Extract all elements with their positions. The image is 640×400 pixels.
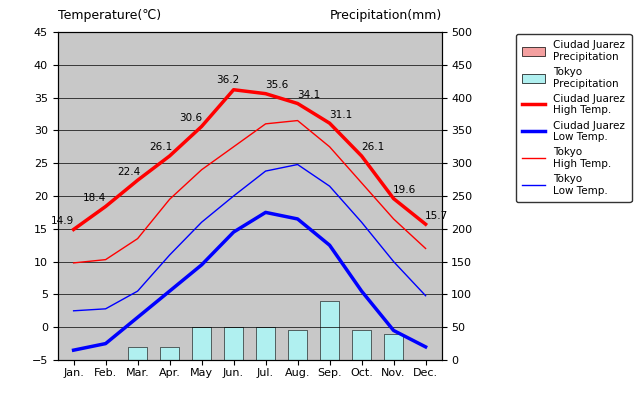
- Text: 36.2: 36.2: [216, 75, 239, 85]
- Bar: [421, 360, 430, 387]
- Text: Precipitation(mm): Precipitation(mm): [330, 9, 442, 22]
- Text: 14.9: 14.9: [51, 216, 74, 226]
- Text: 15.7: 15.7: [425, 211, 449, 221]
- Bar: [320, 301, 339, 360]
- Bar: [256, 327, 275, 360]
- Bar: [128, 347, 147, 360]
- Bar: [352, 330, 371, 360]
- Bar: [288, 330, 307, 360]
- Text: 18.4: 18.4: [83, 193, 106, 203]
- Text: 22.4: 22.4: [118, 167, 141, 177]
- Text: 34.1: 34.1: [297, 90, 321, 100]
- Bar: [64, 360, 83, 386]
- Text: 19.6: 19.6: [393, 185, 417, 195]
- Bar: [388, 360, 398, 388]
- Bar: [160, 347, 179, 360]
- Text: 26.1: 26.1: [150, 142, 173, 152]
- Bar: [101, 360, 110, 387]
- Bar: [384, 334, 403, 360]
- Bar: [229, 360, 238, 386]
- Bar: [292, 360, 302, 378]
- Legend: Ciudad Juarez
Precipitation, Tokyo
Precipitation, Ciudad Juarez
High Temp., Ciud: Ciudad Juarez Precipitation, Tokyo Preci…: [516, 34, 632, 202]
- Bar: [133, 360, 143, 388]
- Bar: [192, 327, 211, 360]
- Bar: [96, 360, 115, 386]
- Text: 35.6: 35.6: [265, 80, 289, 90]
- Text: 31.1: 31.1: [329, 110, 353, 120]
- Bar: [261, 360, 270, 381]
- Bar: [416, 360, 435, 373]
- Text: Temperature(℃): Temperature(℃): [58, 9, 161, 22]
- Bar: [324, 360, 334, 386]
- Text: 30.6: 30.6: [179, 113, 202, 123]
- Bar: [224, 327, 243, 360]
- Bar: [165, 360, 174, 388]
- Text: 26.1: 26.1: [361, 142, 385, 152]
- Bar: [357, 360, 366, 386]
- Bar: [197, 360, 207, 388]
- Bar: [69, 360, 78, 387]
